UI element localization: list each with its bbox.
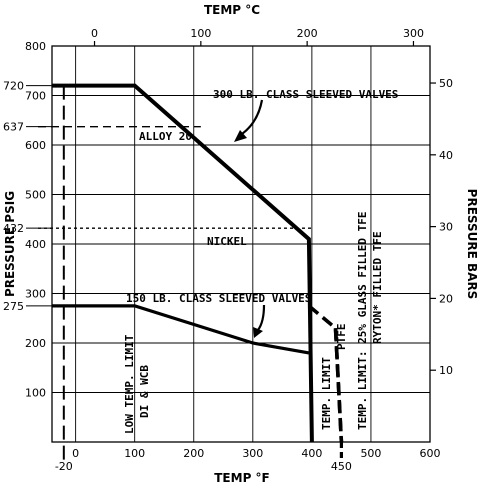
y-tick-label: 400 — [25, 238, 46, 251]
grid — [51, 45, 431, 443]
arrow-150-class — [253, 304, 266, 338]
series-lines — [52, 83, 344, 460]
y2-axis-title: PRESSURE BARS — [465, 189, 479, 300]
y-tick-label-extra: 720 — [3, 80, 24, 93]
x-axis-title: TEMP °F — [214, 471, 270, 485]
series-line-4 — [333, 328, 344, 443]
y2-tick-label: 20 — [439, 292, 453, 305]
y2-tick-label: 30 — [439, 221, 453, 234]
y-tick-label: 300 — [25, 288, 46, 301]
annotation-ptfe: PTFE — [335, 324, 348, 351]
annotation-300-class: 300 LB. CLASS SLEEVED VALVES — [213, 88, 398, 101]
x2-tick-label: 300 — [403, 27, 424, 40]
annotation-ryton-tfe: RYTON* FILLED TFE — [371, 231, 384, 344]
y-tick-label-extra: 432 — [3, 222, 24, 235]
arrow-300-class — [234, 99, 264, 142]
x-tick-label-extra: -20 — [55, 460, 73, 473]
annotation-nickel: NICKEL — [207, 235, 247, 248]
annotation-di-wcb: DI & WCB — [138, 365, 151, 418]
annotation-low-temp-limit: LOW TEMP. LIMIT — [123, 334, 136, 434]
x-tick-label: 0 — [72, 447, 79, 460]
y2-tick-label: 40 — [439, 149, 453, 162]
x2-tick-label: 200 — [297, 27, 318, 40]
y-tick-label: 100 — [25, 387, 46, 400]
y2-tick-label: 50 — [439, 77, 453, 90]
x-tick-label: 400 — [301, 447, 322, 460]
series-line-2 — [52, 304, 310, 355]
annotation-alloy-20: ALLOY 20 — [139, 130, 192, 143]
x2-tick-label: 0 — [91, 27, 98, 40]
y-tick-label: 200 — [25, 337, 46, 350]
y-tick-label-extra: 275 — [3, 300, 24, 313]
x-tick-label: 200 — [183, 447, 204, 460]
x-tick-label: 300 — [242, 447, 263, 460]
x-tick-label: 100 — [124, 447, 145, 460]
x-tick-label-extra: 450 — [331, 460, 352, 473]
reference-lines — [38, 85, 312, 462]
annotation-150-class: 150 LB. CLASS SLEEVED VALVES — [126, 292, 311, 305]
y-axis-title: PRESSURE PSIG — [3, 191, 17, 297]
x-tick-label: 600 — [420, 447, 441, 460]
annotation-temp-limit: TEMP. LIMIT — [320, 357, 333, 430]
series-line-1 — [52, 83, 314, 443]
y2-tick-label: 10 — [439, 364, 453, 377]
annotation-glass-tfe: TEMP. LIMIT: 25% GLASS FILLED TFE — [356, 211, 369, 430]
y-tick-label: 500 — [25, 189, 46, 202]
x2-tick-label: 100 — [190, 27, 211, 40]
x2-axis-title: TEMP °C — [204, 3, 260, 17]
y-tick-label: 800 — [25, 40, 46, 53]
y-tick-label: 700 — [25, 90, 46, 103]
x-tick-label: 500 — [360, 447, 381, 460]
y-tick-label-extra: 637 — [3, 121, 24, 134]
tick-labels: 0 100 200 300 400 500 600-20 450100200300400500… — [3, 27, 453, 473]
y-tick-label: 600 — [25, 139, 46, 152]
